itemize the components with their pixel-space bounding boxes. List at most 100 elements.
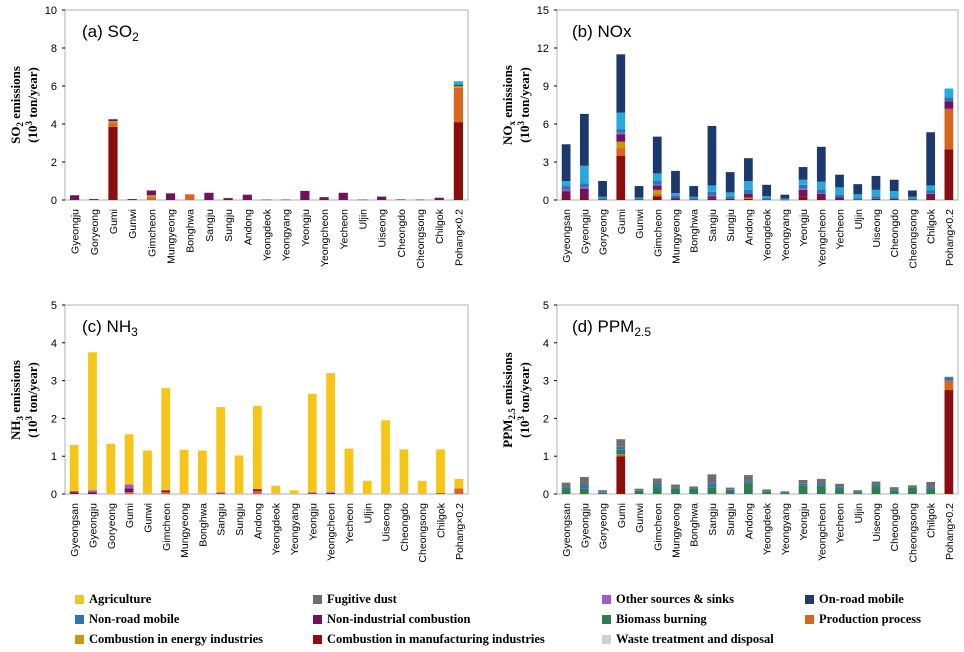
bar-segment (326, 492, 336, 493)
legend-swatch (313, 614, 322, 624)
bar-segment (707, 195, 717, 197)
category-label: Yecheon (344, 503, 356, 544)
bar-segment (106, 443, 116, 494)
category-label: Sungju (223, 209, 235, 242)
bar-segment (381, 420, 390, 494)
bar-segment (853, 194, 863, 199)
bar-segment (146, 197, 156, 200)
bar-segment (652, 483, 662, 487)
bar-segment (598, 199, 607, 200)
legend-swatch (75, 614, 84, 624)
plot-frame (556, 9, 959, 201)
y-axis-label-line1: SO2 emissions (8, 66, 25, 144)
bar-segment (689, 196, 699, 199)
category-label: Goryeong (106, 503, 118, 549)
bar-segment (871, 481, 881, 485)
y-tick-label: 4 (51, 338, 57, 350)
bar-segment (561, 489, 571, 494)
bar-segment (561, 197, 571, 200)
y-axis-label: NH3 emissions(103 ton/year) (8, 360, 40, 440)
bar-segment (762, 491, 771, 494)
bar-segment (252, 490, 262, 494)
category-label: Gumi (616, 503, 628, 528)
bar-segment (127, 199, 137, 200)
bar-segment (889, 191, 899, 198)
bar-segment (798, 167, 808, 180)
bar-segment (652, 181, 662, 185)
bar-segment (234, 455, 244, 494)
category-label: Bonghwa (689, 209, 701, 253)
bar-segment (161, 490, 171, 493)
bar-segment (307, 393, 317, 493)
bar-segment (300, 190, 310, 200)
bar-segment (108, 123, 118, 127)
y-tick-label: 2 (51, 413, 57, 425)
bar-segment (944, 88, 954, 98)
y-axis-label-line2: (103 ton/year) (24, 362, 40, 438)
bar-segment (598, 492, 607, 494)
bar-segment (853, 198, 863, 200)
bar-segment (281, 199, 291, 201)
bar-segment (362, 480, 372, 494)
bar-segment (434, 197, 444, 200)
bar-segment (616, 148, 626, 156)
bar-segment (242, 194, 252, 200)
category-label: Uiseong (871, 503, 883, 542)
bar-segment (707, 191, 717, 196)
category-label: Pohang×0.2 (944, 503, 956, 560)
bar-segment (671, 488, 680, 494)
bar-segment (108, 119, 118, 122)
bar-segment (853, 490, 863, 492)
bar-segment (579, 476, 589, 485)
bar-segment (616, 141, 626, 149)
bar-segment (762, 198, 771, 200)
bar-segment (744, 483, 753, 494)
bar-segment (436, 449, 445, 494)
category-label: Uiseong (381, 503, 393, 542)
bar-segment (598, 181, 607, 197)
bar-segment (216, 492, 226, 494)
category-label: Yeongju (307, 503, 319, 541)
bar-segment (908, 486, 917, 488)
y-tick-label: 3 (543, 376, 549, 388)
bar-segment (326, 373, 336, 493)
category-label: Goryeong (89, 209, 101, 255)
bar-segment (223, 198, 233, 200)
category-label: Cheongsong (415, 209, 427, 269)
bar-segment (69, 490, 79, 493)
legend-label: Waste treatment and disposal (616, 631, 774, 646)
legend-item: Waste treatment and disposal (602, 631, 774, 647)
bar-segment (871, 198, 881, 200)
bar-segment (616, 449, 626, 455)
bar-segment (926, 193, 936, 194)
y-tick-label: 0 (51, 489, 57, 501)
bar-segment (634, 490, 644, 491)
category-label: Yeongdeok (762, 502, 774, 555)
legend-label: Other sources & sinks (616, 591, 734, 606)
bar-segment (453, 122, 464, 200)
bar-segment (780, 492, 790, 494)
bar-segment (197, 450, 207, 494)
bar-segment (453, 87, 464, 123)
bar-segment (871, 175, 881, 190)
bar-segment (561, 191, 571, 198)
bar-segment (889, 487, 899, 490)
bar-segment (889, 490, 899, 494)
bar-segment (652, 184, 662, 186)
bar-segment (871, 486, 881, 494)
y-tick-label: 5 (543, 300, 549, 312)
legend-label: Biomass burning (616, 611, 707, 626)
category-label: Sungju (234, 503, 246, 536)
y-tick-label: 15 (537, 5, 549, 17)
bar-segment (146, 190, 156, 196)
legend-item: Combustion in manufacturing industries (313, 631, 545, 647)
bar-segment (744, 198, 753, 200)
bar-segment (634, 198, 644, 200)
category-label: Gyeongsan (69, 503, 81, 557)
category-label: Chilgok (926, 208, 938, 244)
category-label: Sungju (725, 209, 737, 242)
bar-segment (579, 488, 589, 494)
y-axis-label-line2: (103 ton/year) (516, 67, 532, 143)
bar-segment (634, 186, 644, 198)
bar-segment (908, 199, 917, 200)
